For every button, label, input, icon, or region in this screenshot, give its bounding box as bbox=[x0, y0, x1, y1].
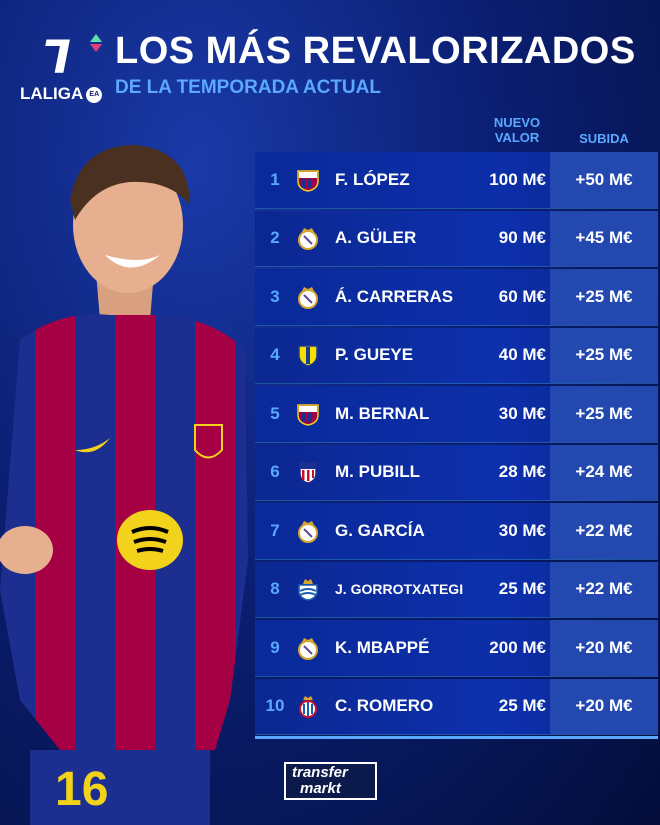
atletico-madrid-crest-icon bbox=[295, 459, 321, 485]
table-row: 7 G. GARCÍA 30 M€ +22 M€ bbox=[255, 503, 658, 560]
player-name: A. GÜLER bbox=[335, 228, 417, 248]
table-row: 5 M. BERNAL 30 M€ +25 M€ bbox=[255, 386, 658, 443]
player-name: Á. CARRERAS bbox=[335, 286, 454, 306]
new-value: 25 M€ bbox=[498, 696, 546, 716]
player-name: C. ROMERO bbox=[335, 696, 434, 716]
table-divider bbox=[255, 736, 658, 739]
column-header-rise: SUBIDA bbox=[579, 131, 629, 146]
real-madrid-crest-icon bbox=[295, 518, 321, 544]
ranking-table: 1 F. LÓPEZ 100 M€ +50 M€ 2 A. GÜLER 90 M€… bbox=[255, 152, 658, 737]
player-name: G. GARCÍA bbox=[335, 520, 425, 540]
new-value: 28 M€ bbox=[498, 462, 546, 482]
rank: 8 bbox=[270, 579, 280, 599]
rank: 7 bbox=[270, 520, 280, 540]
value-rise: +22 M€ bbox=[550, 561, 658, 617]
table-row: 8 J. GORROTXATEGI 25 M€ +22 M€ bbox=[255, 561, 658, 618]
rank: 4 bbox=[270, 345, 280, 365]
new-value: 30 M€ bbox=[498, 520, 546, 540]
value-rise: +20 M€ bbox=[550, 678, 658, 734]
logo-text: LALIGA bbox=[20, 84, 84, 103]
rank: 3 bbox=[270, 286, 280, 306]
player-name: P. GUEYE bbox=[335, 345, 414, 365]
rank: 6 bbox=[270, 462, 280, 482]
real-madrid-crest-icon bbox=[295, 284, 321, 310]
transfermarkt-logo: transfer markt bbox=[284, 762, 377, 800]
value-rise: +25 M€ bbox=[550, 327, 658, 383]
rank: 2 bbox=[270, 228, 280, 248]
triangle-down-icon bbox=[90, 44, 102, 52]
table-row: 3 Á. CARRERAS 60 M€ +25 M€ bbox=[255, 269, 658, 326]
player-name: J. GORROTXATEGI bbox=[335, 581, 464, 598]
rank: 10 bbox=[265, 696, 285, 716]
player-name: M. PUBILL bbox=[335, 462, 420, 482]
rank: 5 bbox=[270, 403, 280, 423]
value-rise: +25 M€ bbox=[550, 269, 658, 325]
player-image: 16 bbox=[0, 145, 248, 825]
value-rise: +50 M€ bbox=[550, 152, 658, 208]
barcelona-crest-icon bbox=[295, 401, 321, 427]
laliga-mark-icon: ᒣ bbox=[42, 30, 71, 84]
table-row: 1 F. LÓPEZ 100 M€ +50 M€ bbox=[255, 152, 658, 209]
player-name: M. BERNAL bbox=[335, 403, 430, 423]
real-sociedad-crest-icon bbox=[295, 576, 321, 602]
value-rise: +24 M€ bbox=[550, 444, 658, 500]
new-value: 100 M€ bbox=[489, 169, 546, 189]
new-value: 60 M€ bbox=[498, 286, 546, 306]
new-value: 25 M€ bbox=[498, 579, 546, 599]
player-name: K. MBAPPÉ bbox=[335, 637, 430, 657]
value-rise: +22 M€ bbox=[550, 503, 658, 559]
page-subtitle: DE LA TEMPORADA ACTUAL bbox=[115, 77, 381, 98]
new-value: 30 M€ bbox=[498, 403, 546, 423]
table-row: 6 M. PUBILL 28 M€ +24 M€ bbox=[255, 444, 658, 501]
column-header-value: NUEVO VALOR bbox=[493, 115, 541, 145]
value-rise: +25 M€ bbox=[550, 386, 658, 442]
shirt-number: 16 bbox=[55, 763, 108, 816]
barcelona-crest-icon bbox=[295, 167, 321, 193]
new-value: 90 M€ bbox=[498, 228, 546, 248]
triangle-up-icon bbox=[90, 34, 102, 42]
ea-badge: EA bbox=[86, 86, 103, 103]
new-value: 200 M€ bbox=[489, 637, 546, 657]
new-value: 40 M€ bbox=[498, 345, 546, 365]
page-title: LOS MÁS REVALORIZADOS bbox=[115, 30, 636, 72]
villarreal-crest-icon bbox=[295, 342, 321, 368]
rank: 9 bbox=[270, 637, 280, 657]
table-row: 2 A. GÜLER 90 M€ +45 M€ bbox=[255, 210, 658, 267]
brand-line-2: markt bbox=[300, 780, 341, 797]
table-row: 10 C. ROMERO 25 M€ +20 M€ bbox=[255, 678, 658, 735]
value-rise: +45 M€ bbox=[550, 210, 658, 266]
espanyol-crest-icon bbox=[295, 693, 321, 719]
laliga-logo: ᒣ LALIGA EA bbox=[20, 30, 110, 110]
rank: 1 bbox=[270, 169, 280, 189]
table-row: 4 P. GUEYE 40 M€ +25 M€ bbox=[255, 327, 658, 384]
value-rise: +20 M€ bbox=[550, 620, 658, 676]
real-madrid-crest-icon bbox=[295, 635, 321, 661]
brand-line-1: transfer bbox=[292, 764, 348, 781]
player-name: F. LÓPEZ bbox=[335, 169, 410, 189]
table-row: 9 K. MBAPPÉ 200 M€ +20 M€ bbox=[255, 620, 658, 677]
real-madrid-crest-icon bbox=[295, 225, 321, 251]
